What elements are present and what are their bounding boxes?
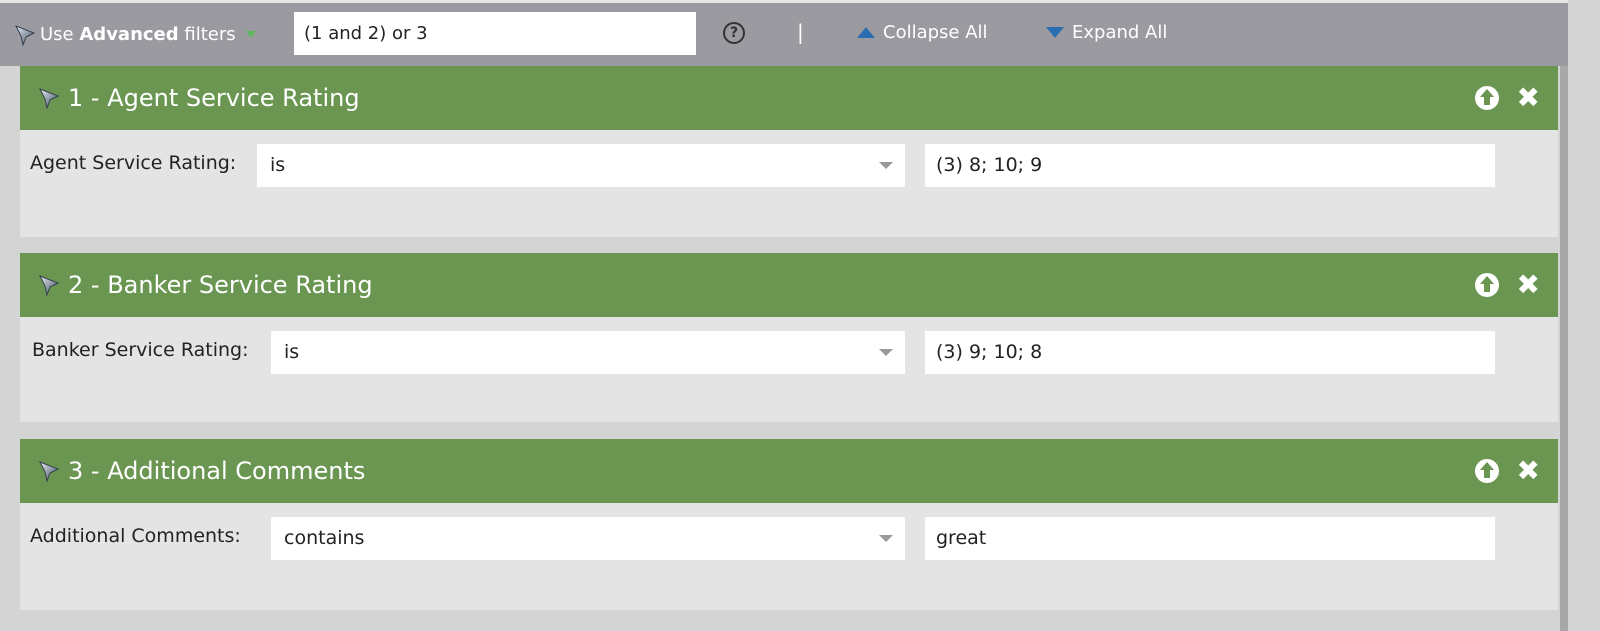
funnel-icon <box>14 24 36 46</box>
value-field[interactable]: (3) 8; 10; 9 <box>925 144 1495 187</box>
separator: | <box>797 20 804 44</box>
advanced-text: Advanced <box>79 24 179 45</box>
advanced-filters-toggle[interactable]: Use Advanced filters <box>40 24 236 45</box>
expand-all-button[interactable]: Expand All <box>1046 22 1167 43</box>
filter-body: Additional Comments: contains great <box>20 503 1558 610</box>
operator-value: contains <box>284 527 365 549</box>
value-field[interactable]: great <box>925 517 1495 560</box>
expand-all-label: Expand All <box>1072 22 1168 43</box>
caret-down-icon <box>879 162 893 169</box>
filter-body: Agent Service Rating: is (3) 8; 10; 9 <box>20 130 1558 237</box>
operator-value: is <box>284 341 300 363</box>
move-up-icon[interactable] <box>1474 459 1499 483</box>
filter-panel-1: 1 - Agent Service Rating ✖ Agent Service… <box>20 66 1558 237</box>
filter-label: Additional Comments: <box>30 525 241 547</box>
filters-text: filters <box>184 24 236 45</box>
move-up-icon[interactable] <box>1474 273 1499 297</box>
triangle-down-icon <box>1046 27 1064 38</box>
caret-down-icon <box>879 535 893 542</box>
filter-title: 3 - Additional Comments <box>68 457 366 485</box>
filter-header[interactable]: 3 - Additional Comments ✖ <box>20 439 1558 503</box>
filter-body: Banker Service Rating: is (3) 9; 10; 8 <box>20 317 1558 422</box>
help-icon[interactable]: ? <box>723 22 745 44</box>
scrollbar[interactable] <box>1560 66 1568 631</box>
funnel-icon <box>38 274 60 296</box>
operator-select[interactable]: is <box>271 331 905 374</box>
close-icon[interactable]: ✖ <box>1516 268 1540 301</box>
operator-value: is <box>270 154 286 176</box>
funnel-icon <box>38 460 60 482</box>
funnel-icon <box>38 87 60 109</box>
caret-down-icon <box>879 349 893 356</box>
triangle-up-icon <box>857 27 875 38</box>
close-icon[interactable]: ✖ <box>1516 81 1540 114</box>
collapse-all-button[interactable]: Collapse All <box>857 22 988 43</box>
filter-header[interactable]: 2 - Banker Service Rating ✖ <box>20 253 1558 317</box>
collapse-all-label: Collapse All <box>883 22 988 43</box>
use-text: Use <box>40 24 74 45</box>
filter-label: Agent Service Rating: <box>30 152 237 174</box>
filter-title: 1 - Agent Service Rating <box>68 84 360 112</box>
filter-header[interactable]: 1 - Agent Service Rating ✖ <box>20 66 1558 130</box>
filter-logic-input[interactable] <box>294 12 696 55</box>
filter-toolbar: Use Advanced filters <box>0 0 1568 66</box>
filter-panel-3: 3 - Additional Comments ✖ Additional Com… <box>20 439 1558 610</box>
dropdown-arrow-icon[interactable] <box>245 31 256 38</box>
value-field[interactable]: (3) 9; 10; 8 <box>925 331 1495 374</box>
close-icon[interactable]: ✖ <box>1516 454 1540 487</box>
filter-panel-2: 2 - Banker Service Rating ✖ Banker Servi… <box>20 253 1558 422</box>
filter-label: Banker Service Rating: <box>32 339 249 361</box>
filter-title: 2 - Banker Service Rating <box>68 271 373 299</box>
move-up-icon[interactable] <box>1474 86 1499 110</box>
operator-select[interactable]: is <box>257 144 905 187</box>
operator-select[interactable]: contains <box>271 517 905 560</box>
